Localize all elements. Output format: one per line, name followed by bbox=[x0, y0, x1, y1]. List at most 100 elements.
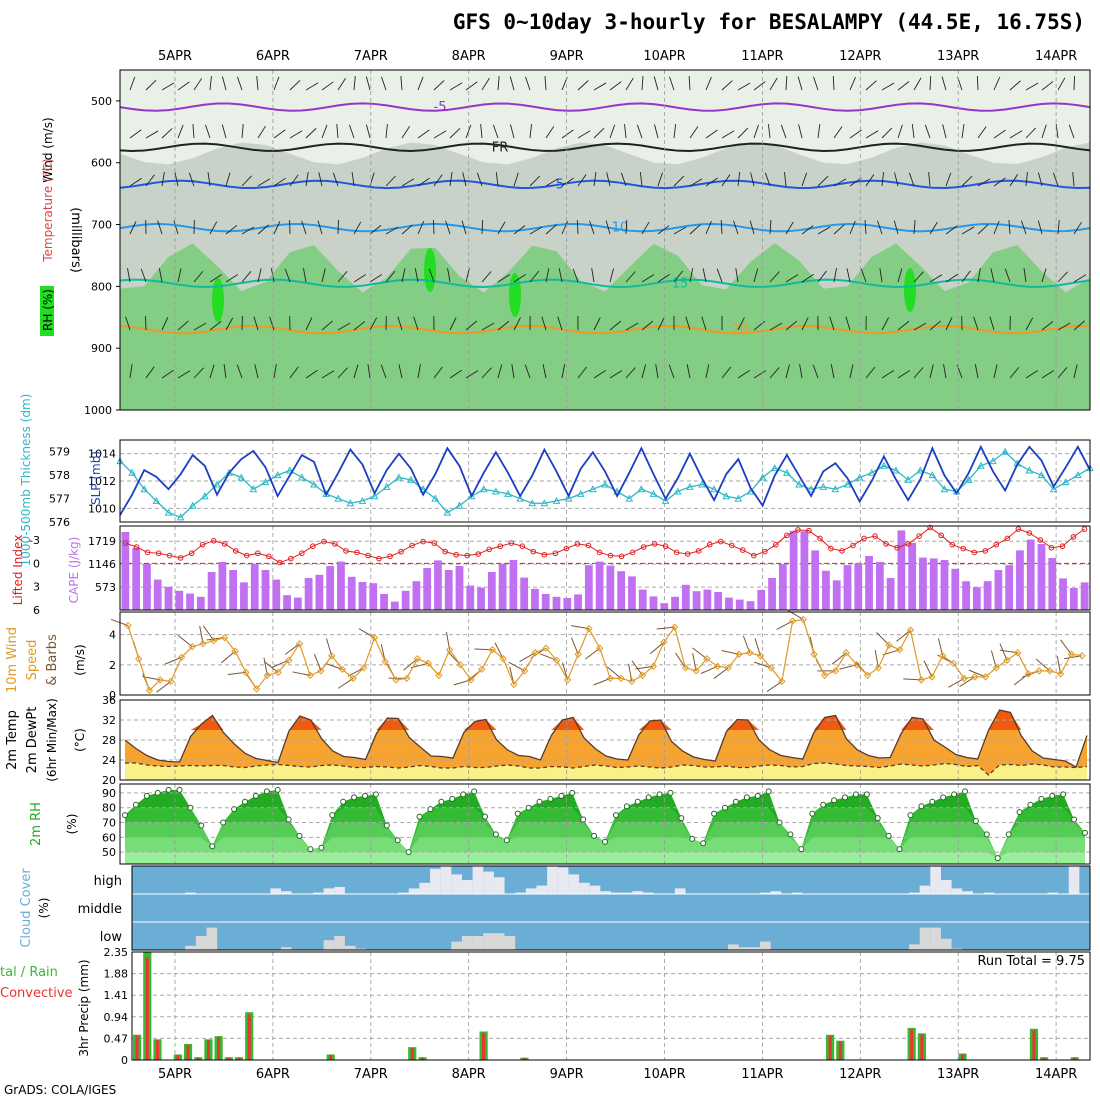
li-marker bbox=[199, 541, 206, 548]
wind-barb bbox=[769, 220, 772, 235]
thickness-marker bbox=[1001, 447, 1009, 455]
li-marker bbox=[486, 546, 493, 553]
li-marker bbox=[938, 532, 944, 539]
cape-bar bbox=[498, 563, 507, 610]
wind-barb bbox=[929, 320, 941, 331]
wind-barb bbox=[639, 172, 643, 187]
cloud-low-bar bbox=[738, 947, 750, 950]
cloud-high-bar bbox=[642, 892, 654, 894]
rh-marker bbox=[438, 798, 445, 805]
li-marker bbox=[739, 547, 746, 553]
rh-marker bbox=[612, 812, 619, 819]
rh-marker bbox=[787, 831, 794, 838]
cloud-high-bar bbox=[557, 867, 569, 894]
cloud-low-bar bbox=[185, 945, 196, 950]
wind-barb bbox=[524, 364, 531, 379]
rh-marker bbox=[918, 803, 925, 810]
precip-tick-label: 2.35 bbox=[104, 946, 129, 959]
rh-marker bbox=[798, 846, 805, 853]
li-marker bbox=[563, 545, 570, 552]
cape-bar bbox=[725, 597, 733, 610]
panel-frame-wind bbox=[119, 611, 1091, 696]
rh-marker bbox=[263, 788, 270, 795]
wind-speed-marker bbox=[842, 649, 850, 657]
wind-barb bbox=[417, 177, 430, 187]
wind-barb bbox=[305, 172, 309, 187]
precip-tick-label: 1.41 bbox=[104, 989, 129, 1002]
cape-bar bbox=[218, 562, 227, 610]
wind-barb bbox=[337, 77, 346, 91]
bottom-day-label: 13APR bbox=[937, 1067, 979, 1082]
wind-barb bbox=[337, 271, 348, 283]
precip-tick-label: 0.94 bbox=[104, 1011, 129, 1024]
cloud-high-bar bbox=[919, 885, 931, 894]
wind-barb bbox=[1057, 322, 1071, 331]
wind-barb bbox=[769, 322, 783, 331]
wind-barb bbox=[593, 82, 607, 91]
cape-bar bbox=[552, 596, 561, 610]
precip-axis-label: 3hr Precip (mm) bbox=[77, 959, 91, 1056]
wind-barb bbox=[129, 76, 136, 91]
cloud-high-bar bbox=[334, 887, 345, 894]
wind-barb bbox=[241, 124, 244, 139]
li-marker bbox=[662, 543, 669, 550]
wind-barb-10m bbox=[358, 628, 375, 639]
thickness-marker bbox=[419, 485, 427, 493]
thickness-marker bbox=[892, 466, 900, 474]
wind-barb bbox=[689, 178, 703, 187]
rh-marker bbox=[852, 791, 859, 798]
cape-bar bbox=[315, 574, 324, 610]
wind-barb-10m bbox=[519, 652, 536, 662]
wind-speed-marker bbox=[810, 650, 818, 658]
isotherm-line bbox=[119, 102, 1091, 112]
cape-bar bbox=[714, 592, 723, 610]
li-marker bbox=[1070, 534, 1077, 540]
wind-barb bbox=[685, 316, 691, 331]
wind-barb bbox=[481, 322, 495, 331]
wind-barb bbox=[865, 174, 875, 187]
wind-barb bbox=[385, 270, 396, 283]
wind-barb bbox=[284, 268, 291, 283]
wind-barb bbox=[849, 76, 856, 91]
cape-tick-label: 573 bbox=[95, 581, 116, 594]
wind-barb bbox=[557, 316, 563, 331]
wind-speed-marker bbox=[306, 671, 314, 680]
wind-barb bbox=[365, 124, 371, 139]
thickness-marker bbox=[176, 513, 185, 521]
rh-marker bbox=[623, 803, 630, 810]
wind-barb bbox=[641, 320, 654, 331]
wind-barb bbox=[433, 366, 443, 379]
li-marker bbox=[1004, 535, 1011, 542]
wind-barb bbox=[513, 317, 521, 331]
cape-bar bbox=[746, 601, 755, 610]
precip-tick-label: 0.47 bbox=[104, 1032, 129, 1045]
wind-barb bbox=[417, 364, 421, 379]
wind-barb bbox=[945, 317, 953, 331]
wind-barb bbox=[127, 268, 131, 283]
wind-barb bbox=[1037, 172, 1043, 187]
thickness-marker bbox=[310, 480, 318, 488]
thickness-marker bbox=[734, 494, 743, 502]
wind-barb bbox=[401, 268, 406, 283]
wind-barb-10m bbox=[585, 647, 600, 660]
wind-barb bbox=[654, 124, 659, 139]
cloud-high-bar bbox=[760, 892, 771, 894]
wind-barb bbox=[977, 224, 989, 235]
wind-barb-10m bbox=[831, 652, 847, 665]
top-day-label: 14APR bbox=[1035, 49, 1077, 64]
slp-tick-label: 1014 bbox=[88, 448, 116, 461]
wind-barb bbox=[236, 364, 243, 379]
rh-marker bbox=[994, 855, 1001, 862]
wind-barb bbox=[513, 274, 527, 283]
cloud-high-bar bbox=[547, 866, 558, 894]
wind-barb bbox=[542, 364, 547, 379]
cloud-high-bar bbox=[1047, 892, 1059, 894]
thickness-marker bbox=[686, 482, 694, 490]
wind-barb bbox=[993, 177, 1006, 187]
cape-bar bbox=[272, 579, 281, 610]
li-marker bbox=[949, 541, 956, 548]
wind-barb bbox=[865, 366, 876, 379]
top-day-label: 11APR bbox=[741, 49, 783, 64]
li-marker bbox=[651, 541, 658, 547]
li-marker bbox=[1048, 544, 1055, 551]
